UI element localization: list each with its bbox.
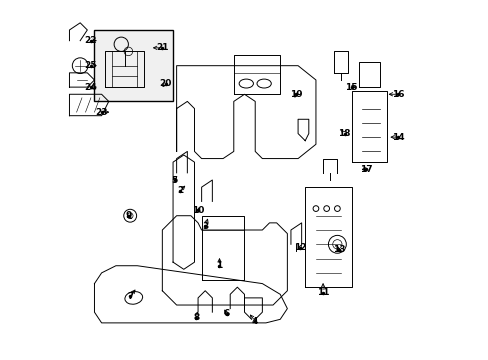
Text: 2: 2 xyxy=(177,186,183,195)
Text: 25: 25 xyxy=(84,61,97,70)
Text: 22: 22 xyxy=(84,36,97,45)
FancyBboxPatch shape xyxy=(94,30,173,102)
Text: 10: 10 xyxy=(191,206,204,215)
Text: 19: 19 xyxy=(289,90,302,99)
Text: 9: 9 xyxy=(125,211,131,220)
Text: 1: 1 xyxy=(216,261,222,270)
Text: 3: 3 xyxy=(202,222,208,231)
Text: 14: 14 xyxy=(391,132,404,141)
Text: 20: 20 xyxy=(160,79,172,88)
Text: 13: 13 xyxy=(332,245,345,254)
Text: 16: 16 xyxy=(391,90,404,99)
Text: 17: 17 xyxy=(359,165,371,174)
Text: 21: 21 xyxy=(156,43,168,52)
Text: 6: 6 xyxy=(223,310,229,319)
Text: 4: 4 xyxy=(251,316,258,325)
Text: 15: 15 xyxy=(345,83,357,92)
Text: 18: 18 xyxy=(338,129,350,138)
Text: 7: 7 xyxy=(127,292,133,301)
Text: 12: 12 xyxy=(293,243,305,252)
Text: 11: 11 xyxy=(316,288,328,297)
Text: 5: 5 xyxy=(171,176,178,185)
Text: 24: 24 xyxy=(84,83,97,92)
Text: 23: 23 xyxy=(95,108,108,117)
Text: 8: 8 xyxy=(193,313,199,322)
